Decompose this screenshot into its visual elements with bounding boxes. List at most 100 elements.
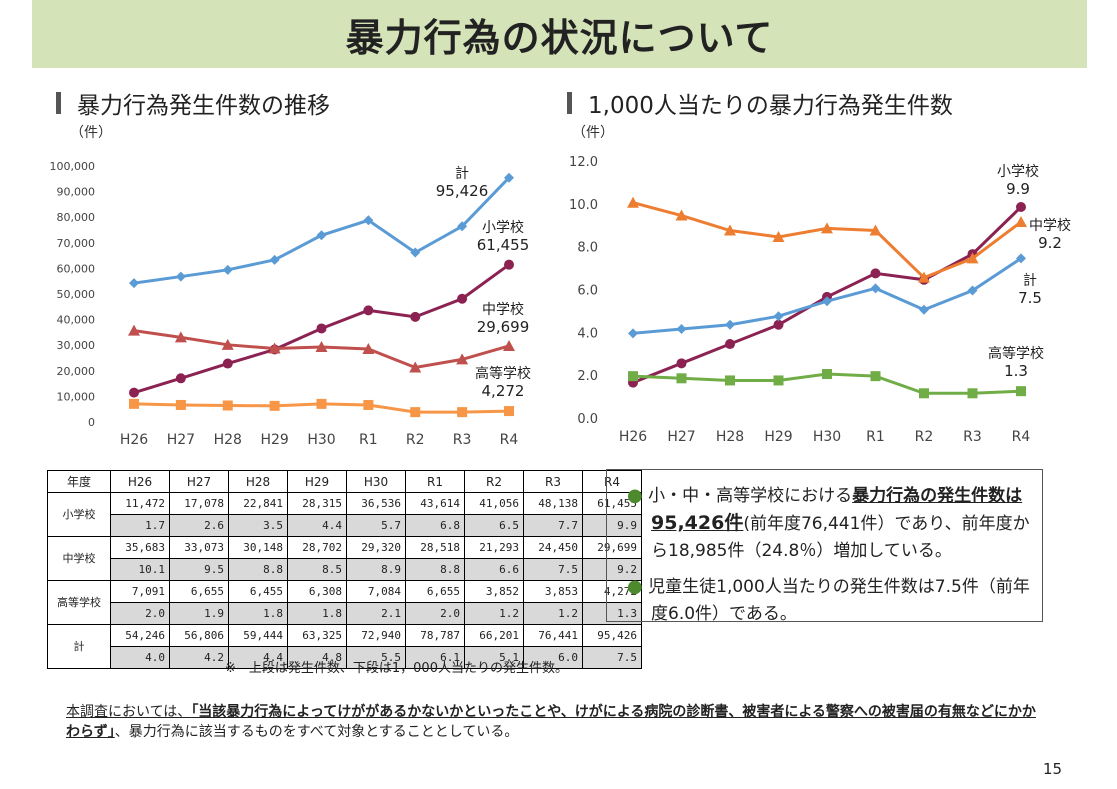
data-point [174,331,187,343]
data-point [268,342,281,354]
x-tick-label: H26 [120,432,148,448]
count-cell: 29,699 [582,536,642,559]
count-cell: 11,472 [110,492,170,515]
count-cell: 28,702 [287,536,347,559]
count-cell: 54,246 [110,624,170,647]
rate-cell: 1.8 [228,602,288,625]
data-point [363,215,374,226]
rate-cell: 2.0 [405,602,465,625]
heading-marker [56,92,61,114]
data-point [870,371,881,382]
data-point [457,293,468,304]
summary-text: 小・中・高等学校における [648,486,853,506]
rate-cell: 8.8 [405,558,465,581]
series-value-label: 9.2 [1038,234,1062,252]
data-point [1016,253,1026,264]
x-tick-label: R3 [963,429,982,445]
data-point [269,400,280,411]
rate-cell: 4.8 [287,646,347,669]
series-name-label: 小学校 [482,219,524,236]
series-value-label: 1.3 [1004,362,1028,380]
data-point [410,407,421,418]
y-tick-label: 10,000 [57,390,96,403]
data-point [316,323,327,334]
rate-cell: 6.5 [464,514,524,537]
count-cell: 28,518 [405,536,465,559]
data-point [129,398,139,409]
rate-cell: 8.8 [228,558,288,581]
y-tick-label: 12.0 [569,155,598,170]
count-chart: 0 10,000 20,000 30,000 40,000 50,000 60,000 70,… [50,160,532,448]
count-cell: 56,806 [169,624,229,647]
data-point [503,339,515,351]
data-point [363,305,374,316]
x-tick-label: R1 [866,429,885,445]
data-point [919,304,929,315]
data-point [675,209,688,221]
data-point [627,196,639,208]
data-point [128,324,140,336]
rate-cell: 2.0 [110,602,170,625]
rate-cell: 4.4 [287,514,347,537]
summary-text: (前年度76,441件）であり、前年度から18,985件（24.8％）増加してい… [651,514,1030,561]
right-chart-heading: 1,000人当たりの暴力行為発生件数 [567,86,953,120]
rate-cell: 5.5 [346,646,406,669]
data-point [457,407,468,418]
rate-cell: 7.5 [523,558,583,581]
rate-cell: 8.5 [287,558,347,581]
left-chart-heading: 暴力行為発生件数の推移 [56,86,330,120]
data-point [822,369,832,380]
rate-cell: 6.8 [405,514,465,537]
x-tick-label: H27 [667,429,695,445]
series-value-label: 7.5 [1018,289,1042,307]
rate-cell: 7.7 [523,514,583,537]
header-cell: H29 [287,470,347,493]
x-tick-label: R4 [1012,429,1031,445]
x-tick-label: H30 [813,429,841,445]
header-cell: H30 [346,470,406,493]
data-point [456,353,469,365]
data-point [773,375,784,386]
x-tick-label: R1 [359,432,378,448]
count-cell: 3,852 [464,580,524,603]
series-name-label: 高等学校 [475,365,531,382]
y-tick-label: 10.0 [569,198,598,213]
series-name-label: 中学校 [482,301,524,318]
rate-cell: 1.9 [169,602,229,625]
count-cell: 6,455 [228,580,288,603]
header-cell: R1 [405,470,465,493]
data-point [725,375,735,386]
data-point [869,224,882,236]
y-tick-label: 0 [88,416,95,429]
data-point [724,224,736,236]
series-name-label: 計 [455,166,469,182]
row-label: 中学校 [47,536,111,581]
y-tick-label: 0.0 [577,412,598,427]
data-point [222,400,233,411]
data-point [676,324,687,335]
rate-cell: 5.7 [346,514,406,537]
data-point [363,399,374,410]
x-tick-label: H29 [260,432,288,448]
right-chart-title: 1,000人当たりの暴力行為発生件数 [588,93,953,119]
title-bar: 暴力行為の状況について [32,0,1087,68]
data-point [1016,201,1026,212]
count-cell: 72,940 [346,624,406,647]
y-tick-label: 6.0 [577,284,598,299]
data-point [628,371,638,382]
data-point [773,319,784,330]
table-row-rate: 4.0 4.2 4.4 4.8 5.5 6.1 5.1 6.0 7.5 [48,646,642,669]
data-point [504,172,514,183]
y-tick-label: 90,000 [57,186,96,199]
count-cell: 7,091 [110,580,170,603]
rate-cell: 10.1 [110,558,170,581]
count-cell: 6,655 [169,580,229,603]
x-tick-label: H28 [214,432,242,448]
rate-cell: 2.6 [169,514,229,537]
bullet-icon: ● [627,485,643,506]
y-tick-label: 30,000 [57,339,96,352]
table-note: ※ 上段は発生件数、下段は1，000人当たりの発生件数。 [225,661,568,676]
data-point [966,252,979,264]
data-point [362,342,375,354]
data-point [410,247,421,258]
